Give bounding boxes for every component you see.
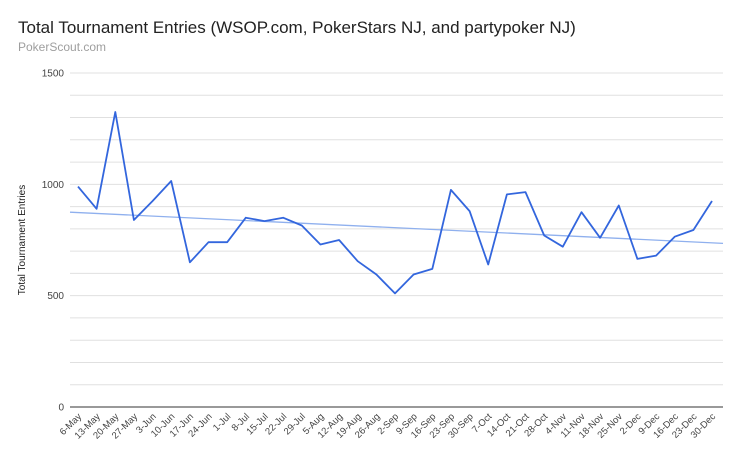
y-tick-label: 500 — [47, 291, 64, 302]
chart-title: Total Tournament Entries (WSOP.com, Poke… — [18, 18, 576, 37]
y-axis-label: Total Tournament Entries — [17, 185, 28, 295]
y-tick-label: 0 — [58, 403, 64, 414]
x-tick-label: 1-Jul — [211, 411, 233, 433]
x-axis-ticks: 6-May13-May20-May27-May3-Jun10-Jun17-Jun… — [58, 411, 719, 441]
grid-lines — [70, 72, 723, 386]
series-line — [77, 111, 713, 295]
trend-line — [69, 211, 724, 244]
y-axis-ticks: 0 500 1000 1500 — [42, 69, 65, 414]
chart-subtitle: PokerScout.com — [18, 40, 107, 54]
y-tick-label: 1500 — [42, 69, 65, 80]
y-tick-label: 1000 — [42, 180, 65, 191]
